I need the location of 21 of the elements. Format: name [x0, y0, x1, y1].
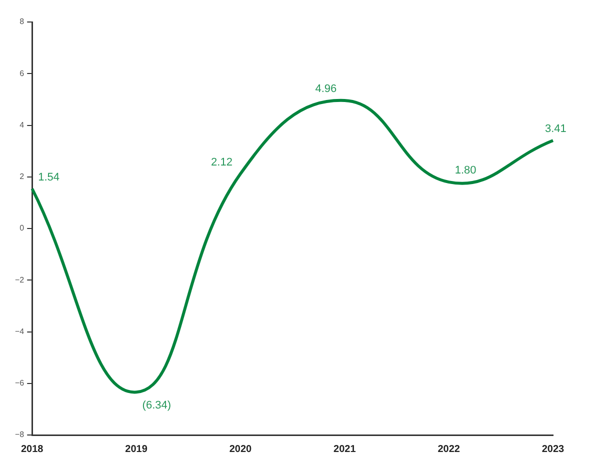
data-label: 3.41 — [545, 123, 566, 136]
y-tick-label: 6 — [20, 68, 25, 78]
data-label: 4.96 — [315, 83, 337, 95]
y-tick-label: 4 — [20, 120, 25, 130]
x-tick-label: 2022 — [438, 444, 460, 455]
y-tick-label: −8 — [14, 430, 25, 440]
x-tick-label: 2023 — [542, 444, 565, 455]
x-tick-label: 2021 — [334, 444, 356, 455]
y-tick-label: −2 — [14, 275, 25, 284]
y-tick-label: −4 — [14, 326, 25, 336]
y-tick-label: 0 — [20, 224, 25, 233]
x-tick-label: 2019 — [125, 444, 148, 455]
data-label: (6.34) — [142, 400, 172, 412]
y-tick-label: 8 — [20, 17, 25, 26]
data-label: 2.12 — [211, 156, 232, 168]
data-label: 1.54 — [38, 171, 60, 184]
x-tick-label: 2018 — [20, 444, 44, 455]
y-tick-label: −6 — [14, 378, 25, 388]
data-label: 1.80 — [454, 164, 476, 177]
x-tick-label: 2020 — [229, 444, 252, 455]
y-tick-label: 2 — [20, 172, 25, 182]
